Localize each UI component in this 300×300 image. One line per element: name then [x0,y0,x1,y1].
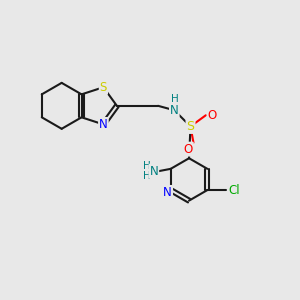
Text: S: S [100,81,107,94]
Text: S: S [187,120,194,133]
Text: O: O [184,142,193,156]
Text: N: N [99,118,108,131]
Text: H: H [143,161,151,172]
Text: Cl: Cl [228,184,240,196]
Text: N: N [149,165,158,178]
Text: H: H [143,171,151,181]
Text: N: N [164,186,172,199]
Text: O: O [208,109,217,122]
Text: N: N [170,104,179,117]
Text: H: H [171,94,179,104]
